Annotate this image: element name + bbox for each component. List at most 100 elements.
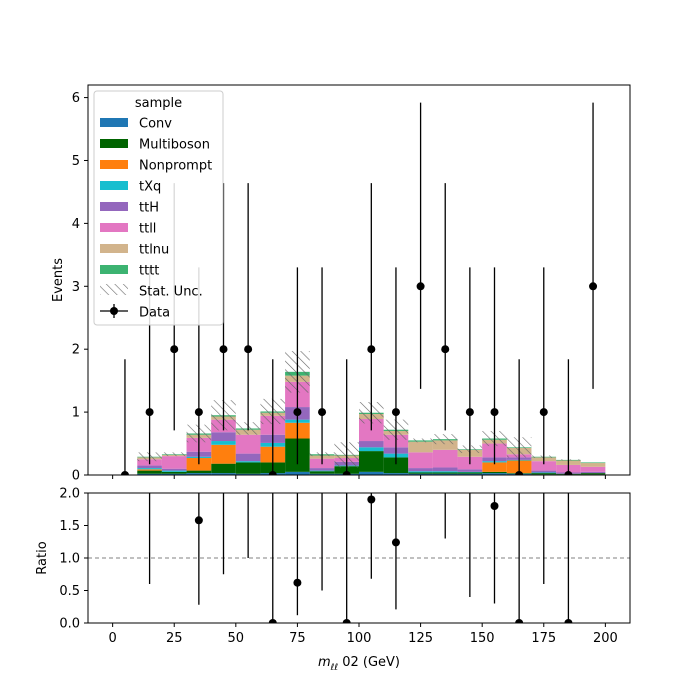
bar-conv-2 — [186, 473, 212, 475]
bar-tth-16 — [531, 470, 557, 473]
data-point-14 — [465, 408, 474, 417]
bar-tth-1 — [161, 468, 187, 471]
bar-multiboson-18 — [580, 473, 606, 475]
ratio-axes-frame — [87, 492, 631, 624]
data-point-9 — [342, 471, 351, 475]
ratio-panel: 0.0 0.5 1.0 1.5 2.0 0 25 50 75 100 125 150 175 200 R… — [35, 479, 631, 673]
legend-swatch-txq — [100, 181, 128, 190]
bar-tth-12 — [432, 467, 458, 472]
main-y-tick-label-2: 2 — [72, 343, 80, 358]
main-y-tick-label-0: 0 — [72, 469, 80, 484]
bar-txq-3 — [211, 441, 236, 445]
bar-ttll-4 — [235, 434, 261, 454]
data-point-19 — [589, 282, 598, 291]
ratio-point-2 — [194, 516, 203, 525]
legend-title: sample — [135, 96, 182, 111]
x-axis-label: mℓℓ 02 (GeV) — [318, 655, 400, 673]
bar-txq-16 — [531, 472, 557, 474]
data-point-0 — [120, 471, 129, 475]
data-point-2 — [170, 345, 179, 354]
ratio-y-ticks: 0.0 0.5 1.0 1.5 2.0 — [59, 487, 88, 632]
legend-swatch-stat-unc — [100, 284, 128, 295]
bar-tth-0 — [137, 465, 162, 469]
bar-conv-3 — [211, 473, 236, 475]
bar-nonprompt-0 — [137, 469, 162, 471]
ratio-y-tick-label-4: 2.0 — [59, 487, 80, 502]
ratio-point-6 — [293, 578, 302, 587]
bar-ttlnu-12 — [432, 440, 458, 450]
ratio-y-label: Ratio — [35, 541, 50, 574]
data-point-11 — [391, 408, 400, 417]
data-point-12 — [416, 282, 425, 291]
main-y-tick-label-4: 4 — [72, 217, 80, 232]
data-point-10 — [367, 345, 376, 354]
legend-data-marker — [110, 307, 118, 315]
stat-unc-band-12 — [432, 434, 458, 445]
ratio-point-9 — [367, 495, 376, 504]
main-y-tick-label-5: 5 — [72, 154, 80, 169]
main-y-ticks: 0 1 2 3 4 5 6 — [72, 91, 88, 484]
ratio-point-14 — [490, 502, 499, 510]
bar-ttll-16 — [531, 461, 557, 471]
bar-txq-11 — [408, 471, 433, 473]
legend-label-tttt: tttt — [139, 264, 159, 279]
data-point-8 — [318, 408, 327, 417]
stat-unc-band-1 — [161, 452, 187, 457]
legend-swatch-tth — [100, 202, 128, 211]
legend-label-ttll: ttll — [139, 222, 156, 237]
bar-conv-4 — [235, 473, 261, 475]
main-panel: 0 1 2 3 4 5 6 Events — [51, 84, 631, 484]
bar-nonprompt-3 — [211, 444, 236, 464]
legend-label-data: Data — [139, 306, 170, 321]
bar-multiboson-1 — [161, 471, 187, 474]
legend-swatch-ttlnu — [100, 244, 128, 253]
legend-swatch-multiboson — [100, 139, 128, 148]
main-y-label: Events — [51, 258, 66, 302]
legend-items: Conv Multiboson Nonprompt tXq ttH ttll ttlnu tt… — [100, 117, 212, 321]
ratio-y-tick-label-2: 1.0 — [59, 552, 80, 567]
legend-label-nonprompt: Nonprompt — [139, 159, 212, 174]
legend-label-conv: Conv — [139, 117, 172, 132]
bar-multiboson-2 — [186, 470, 212, 474]
bar-tth-13 — [457, 469, 483, 472]
x-tick-label-2: 50 — [228, 631, 245, 646]
legend: sample Conv Multiboson Nonprompt tXq ttH ttll… — [93, 90, 224, 326]
bar-conv-13 — [457, 473, 483, 475]
bar-conv-12 — [432, 473, 458, 475]
bar-multiboson-0 — [137, 470, 162, 474]
bar-ttll-12 — [432, 449, 458, 468]
bar-tth-18 — [580, 471, 606, 474]
bar-txq-1 — [161, 470, 187, 472]
data-point-16 — [515, 471, 524, 475]
bar-txq-0 — [137, 468, 162, 470]
data-point-13 — [441, 345, 450, 354]
x-tick-label-8: 200 — [593, 631, 618, 646]
ratio-points — [148, 479, 573, 623]
bar-multiboson-10 — [383, 457, 409, 474]
bar-conv-9 — [359, 471, 384, 475]
data-point-1 — [145, 408, 154, 417]
x-tick-label-4: 100 — [347, 631, 372, 646]
bar-txq-13 — [457, 471, 483, 473]
legend-label-ttlnu: ttlnu — [139, 243, 169, 258]
bar-tth-4 — [235, 453, 261, 462]
ratio-y-tick-label-0: 0.0 — [59, 617, 80, 632]
data-point-17 — [539, 408, 548, 417]
x-tick-label-3: 75 — [289, 631, 306, 646]
data-point-5 — [244, 345, 253, 354]
main-y-tick-label-1: 1 — [72, 406, 80, 421]
stat-unc-band-11 — [408, 438, 433, 443]
data-point-15 — [490, 408, 499, 417]
bar-multiboson-13 — [457, 472, 483, 474]
bar-conv-1 — [161, 473, 187, 475]
bar-txq-9 — [359, 447, 384, 452]
ratio-point-3 — [220, 479, 228, 487]
data-point-18 — [564, 471, 573, 475]
ratio-point-15 — [515, 619, 524, 623]
x-tick-label-7: 175 — [531, 631, 556, 646]
bar-conv-7 — [309, 473, 335, 475]
data-points — [120, 102, 598, 475]
bar-nonprompt-14 — [482, 462, 507, 472]
